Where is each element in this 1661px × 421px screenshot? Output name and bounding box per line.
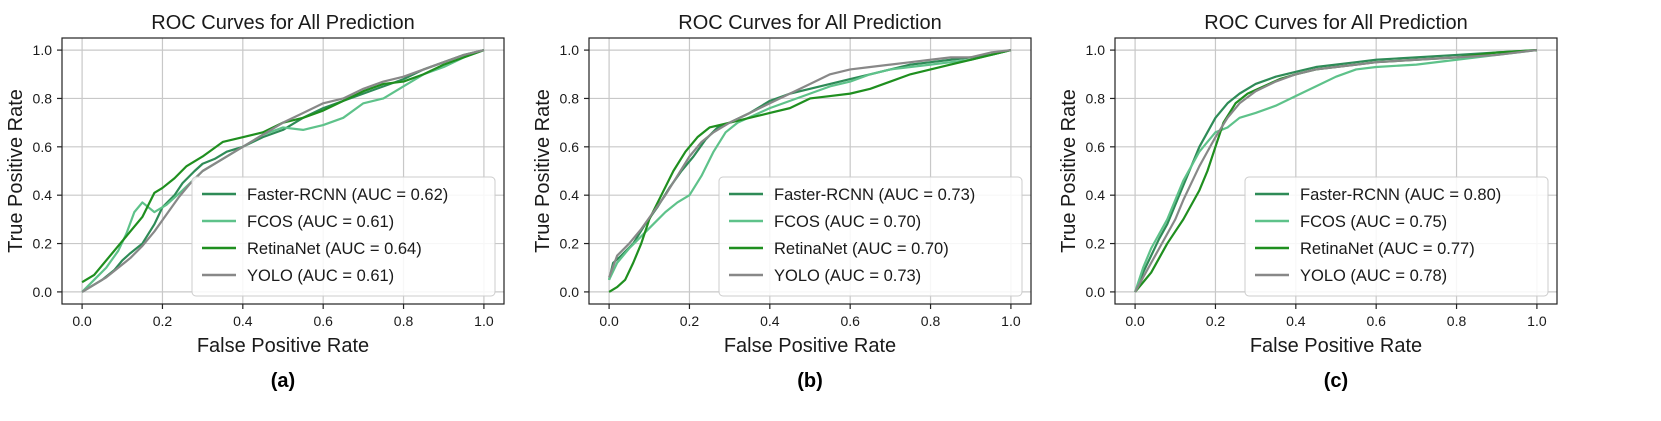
roc-line-faster-rcnn xyxy=(1134,48,1537,293)
y-tick-label: 0.8 xyxy=(33,90,53,106)
roc-panel-c: ROC Curves for All Prediction 0.0 0.2 0.4 0.… xyxy=(1053,0,1606,421)
x-tick-label: 1.0 xyxy=(1001,313,1021,329)
legend-label: FCOS (AUC = 0.70) xyxy=(774,213,921,231)
roc-line-retinanet xyxy=(608,49,1012,293)
x-tick-label: 0.6 xyxy=(1366,313,1386,329)
roc-line-yolo xyxy=(81,49,485,293)
y-tick-label: 0.0 xyxy=(33,284,53,300)
legend-label: RetinaNet (AUC = 0.70) xyxy=(774,240,949,258)
roc-line-yolo xyxy=(1134,48,1538,293)
legend-label: RetinaNet (AUC = 0.77) xyxy=(1300,240,1475,258)
y-tick-label: 0.6 xyxy=(560,139,580,155)
roc-line-fcos xyxy=(608,49,1012,281)
x-tick-label: 0.2 xyxy=(680,313,700,329)
x-axis-label: False Positive Rate xyxy=(1250,335,1422,357)
panel-caption: (a) xyxy=(271,370,295,392)
y-tick-label: 0.4 xyxy=(33,187,53,203)
y-axis-label: True Positive Rate xyxy=(532,89,554,253)
legend: Faster-RCNN (AUC = 0.62) FCOS (AUC = 0.61… xyxy=(191,176,496,297)
y-axis-label: True Positive Rate xyxy=(5,89,27,253)
roc-curves xyxy=(1134,48,1538,293)
y-tick-label: 0.6 xyxy=(33,139,53,155)
roc-panel-b: ROC Curves for All Prediction 0.0 0.2 0.4 0.… xyxy=(527,0,1080,421)
x-tick-label: 0.2 xyxy=(153,313,173,329)
y-tick-label: 0.6 xyxy=(1086,139,1106,155)
legend-label: FCOS (AUC = 0.75) xyxy=(1300,213,1447,231)
legend-label: RetinaNet (AUC = 0.64) xyxy=(247,240,422,258)
legend-label: YOLO (AUC = 0.78) xyxy=(1300,267,1447,285)
legend-box xyxy=(718,176,1023,297)
roc-chart-c: ROC Curves for All Prediction 0.0 0.2 0.4 0.… xyxy=(1058,12,1558,392)
axes-frame xyxy=(61,37,505,305)
y-tick-label: 0.4 xyxy=(560,187,580,203)
x-tick-label: 0.8 xyxy=(921,313,941,329)
roc-line-retinanet xyxy=(81,49,485,284)
axes-frame xyxy=(1114,37,1558,305)
legend-label: YOLO (AUC = 0.61) xyxy=(247,267,394,285)
y-axis-label: True Positive Rate xyxy=(1058,89,1080,253)
x-tick-label: 0.0 xyxy=(1125,313,1145,329)
legend-label: Faster-RCNN (AUC = 0.80) xyxy=(1300,186,1501,204)
y-tick-label: 0.0 xyxy=(1086,284,1106,300)
x-tick-label: 0.2 xyxy=(1206,313,1226,329)
roc-curves xyxy=(81,49,485,293)
roc-chart-a: ROC Curves for All Prediction 0.0 0.2 0.4 0.… xyxy=(5,12,505,392)
x-axis-label: False Positive Rate xyxy=(197,335,369,357)
roc-line-fcos xyxy=(1134,48,1538,293)
y-tick-label: 0.0 xyxy=(560,284,580,300)
roc-line-yolo xyxy=(608,48,1012,278)
axes-frame xyxy=(588,37,1032,305)
chart-title: ROC Curves for All Prediction xyxy=(678,12,941,34)
x-tick-label: 0.0 xyxy=(599,313,619,329)
y-tick-label: 1.0 xyxy=(560,42,580,58)
legend-label: Faster-RCNN (AUC = 0.73) xyxy=(774,186,975,204)
panel-caption: (c) xyxy=(1324,370,1348,392)
legend-box xyxy=(191,176,496,297)
chart-title: ROC Curves for All Prediction xyxy=(151,12,414,34)
legend: Faster-RCNN (AUC = 0.80) FCOS (AUC = 0.75… xyxy=(1244,176,1549,297)
legend-label: Faster-RCNN (AUC = 0.62) xyxy=(247,186,448,204)
y-tick-label: 1.0 xyxy=(1086,42,1106,58)
x-tick-label: 0.6 xyxy=(313,313,333,329)
roc-panel-a: ROC Curves for All Prediction 0.0 0.2 0.4 0.… xyxy=(0,0,553,421)
roc-curves xyxy=(608,48,1012,293)
x-tick-label: 0.4 xyxy=(1286,313,1306,329)
x-tick-label: 1.0 xyxy=(474,313,494,329)
x-tick-label: 0.6 xyxy=(840,313,860,329)
x-tick-label: 0.4 xyxy=(233,313,253,329)
y-tick-label: 0.8 xyxy=(560,90,580,106)
y-tick-label: 0.4 xyxy=(1086,187,1106,203)
y-tick-label: 0.2 xyxy=(33,236,53,252)
y-tick-label: 0.8 xyxy=(1086,90,1106,106)
x-axis-label: False Positive Rate xyxy=(724,335,896,357)
chart-title: ROC Curves for All Prediction xyxy=(1204,12,1467,34)
x-tick-label: 0.8 xyxy=(1447,313,1467,329)
roc-chart-b: ROC Curves for All Prediction 0.0 0.2 0.4 0.… xyxy=(532,12,1032,392)
x-tick-label: 0.4 xyxy=(760,313,780,329)
x-tick-label: 0.8 xyxy=(394,313,414,329)
x-tick-label: 1.0 xyxy=(1527,313,1547,329)
x-tick-label: 0.0 xyxy=(72,313,92,329)
y-tick-label: 1.0 xyxy=(33,42,53,58)
y-tick-label: 0.2 xyxy=(560,236,580,252)
legend-label: YOLO (AUC = 0.73) xyxy=(774,267,921,285)
y-tick-label: 0.2 xyxy=(1086,236,1106,252)
legend-box xyxy=(1244,176,1549,297)
panel-caption: (b) xyxy=(797,370,823,392)
legend: Faster-RCNN (AUC = 0.73) FCOS (AUC = 0.70… xyxy=(718,176,1023,297)
legend-label: FCOS (AUC = 0.61) xyxy=(247,213,394,231)
